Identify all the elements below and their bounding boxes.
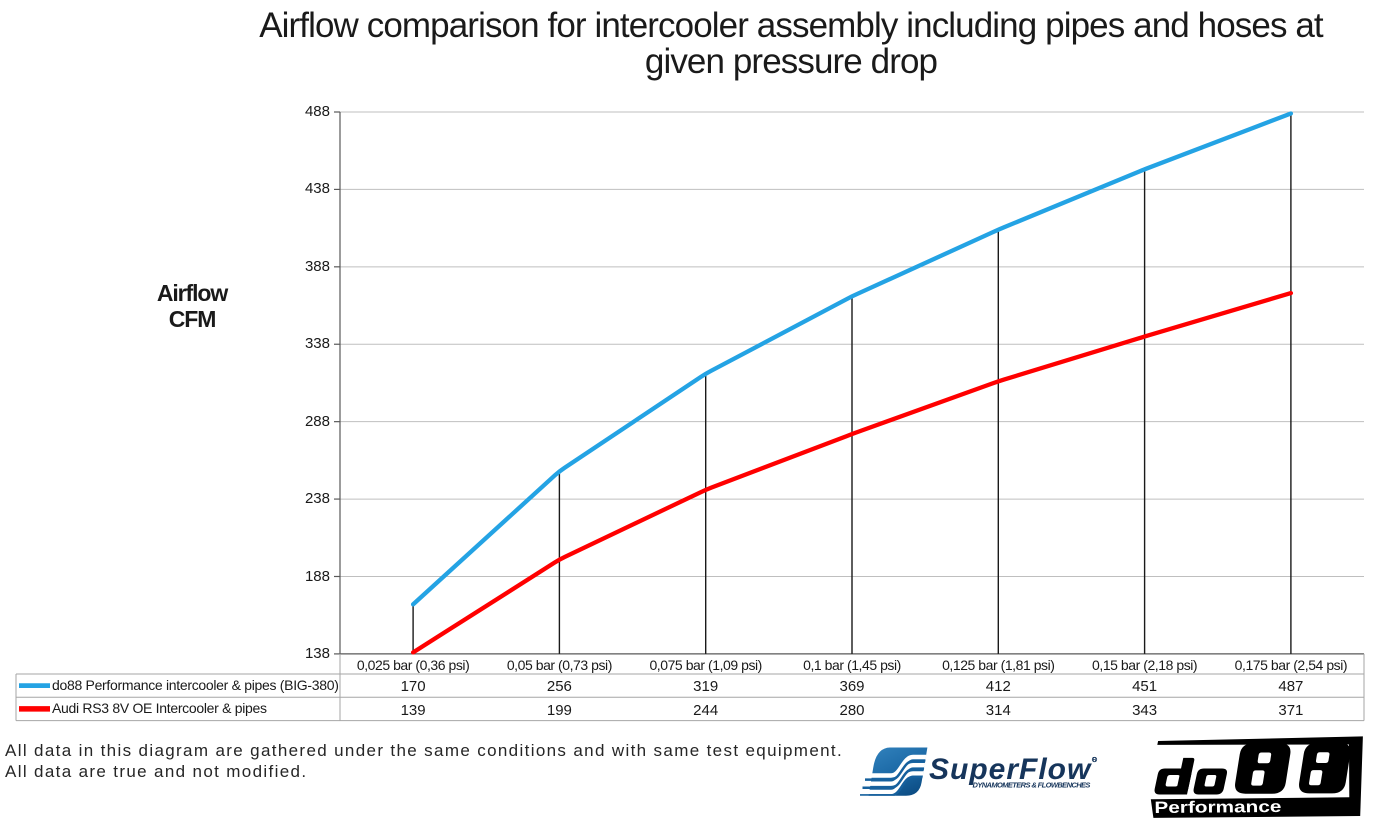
svg-text:R: R [1092, 758, 1097, 764]
svg-text:DYNAMOMETERS & FLOWBENCHES: DYNAMOMETERS & FLOWBENCHES [973, 781, 1091, 790]
svg-text:Performance: Performance [1154, 797, 1281, 817]
svg-text:SuperFlow: SuperFlow [929, 753, 1092, 786]
